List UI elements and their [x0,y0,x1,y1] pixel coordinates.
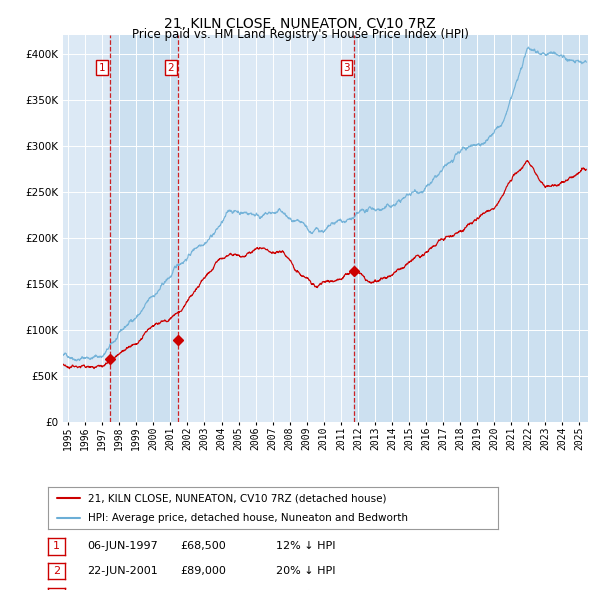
Bar [178,35,354,422]
Text: 21, KILN CLOSE, NUNEATON, CV10 7RZ: 21, KILN CLOSE, NUNEATON, CV10 7RZ [164,17,436,31]
Text: 21, KILN CLOSE, NUNEATON, CV10 7RZ (detached house): 21, KILN CLOSE, NUNEATON, CV10 7RZ (deta… [89,493,387,503]
Bar [110,35,178,422]
Text: 3: 3 [343,63,350,73]
Text: 20% ↓ HPI: 20% ↓ HPI [276,566,335,575]
Text: HPI: Average price, detached house, Nuneaton and Bedworth: HPI: Average price, detached house, Nune… [89,513,409,523]
Text: 1: 1 [98,63,105,73]
Bar [63,35,110,422]
Text: 06-JUN-1997: 06-JUN-1997 [87,541,158,550]
Text: 1: 1 [53,542,60,551]
Text: 12% ↓ HPI: 12% ↓ HPI [276,541,335,550]
Text: 22-JUN-2001: 22-JUN-2001 [87,566,158,575]
Text: £89,000: £89,000 [180,566,226,575]
Text: 2: 2 [167,63,174,73]
Text: 2: 2 [53,566,60,576]
Text: Price paid vs. HM Land Registry's House Price Index (HPI): Price paid vs. HM Land Registry's House … [131,28,469,41]
Text: £68,500: £68,500 [180,541,226,550]
Bar [354,35,588,422]
